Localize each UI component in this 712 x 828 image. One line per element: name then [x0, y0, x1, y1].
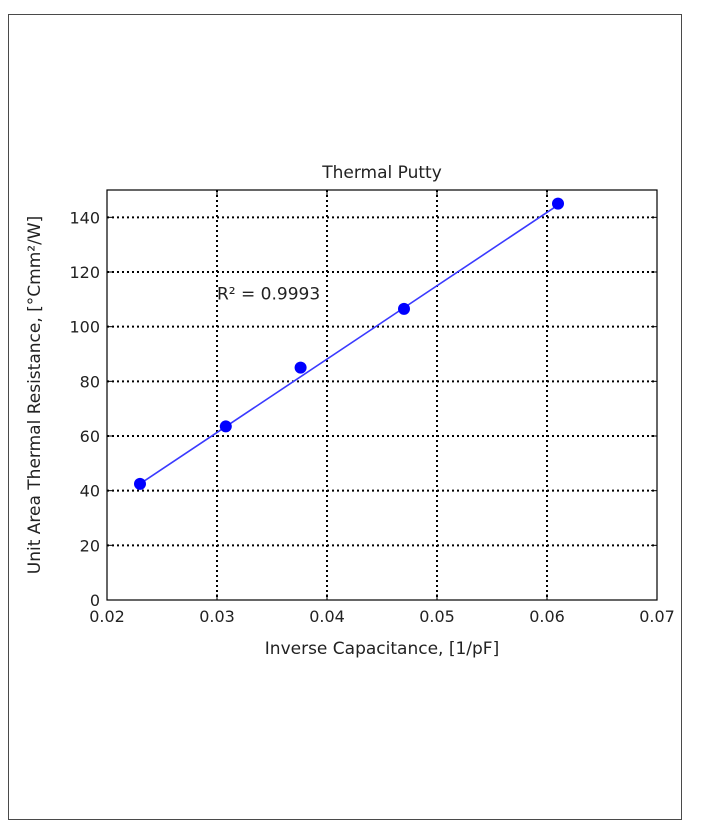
x-tick-label: 0.05 [419, 607, 455, 626]
y-tick-label: 120 [69, 263, 100, 282]
chart-title: Thermal Putty [321, 163, 442, 183]
x-tick-label: 0.07 [639, 607, 675, 626]
figure-frame [8, 14, 682, 820]
x-tick-label: 0.04 [309, 607, 345, 626]
data-point [552, 197, 564, 210]
annotations: R² = 0.9993 [217, 284, 320, 304]
fit-line [139, 204, 559, 485]
data-point [294, 361, 307, 374]
x-tick-label: 0.06 [529, 607, 565, 626]
y-tick-label: 80 [80, 372, 100, 391]
plot-border [106, 189, 658, 601]
y-tick-label: 0 [90, 591, 100, 610]
y-tick-label: 60 [80, 427, 100, 446]
y-tick-label: 100 [69, 318, 100, 337]
x-axis-title: Inverse Capacitance, [1/pF] [265, 639, 499, 659]
y-tick-label: 140 [69, 208, 100, 227]
x-tick-label: 0.02 [89, 607, 125, 626]
axes: 0.02 0.03 0.04 0.05 0.06 0.07 0 20 40 60 80 100 120 1… [69, 189, 675, 626]
grid [107, 190, 657, 600]
x-tick-label: 0.03 [199, 607, 235, 626]
data-point [134, 477, 146, 490]
y-tick-label: 40 [80, 482, 100, 501]
data-point [219, 420, 232, 433]
plot-series [134, 197, 564, 490]
data-point [398, 302, 410, 315]
y-tick-label: 20 [80, 536, 100, 555]
y-axis-title: Unit Area Thermal Resistance, [°Cmm²/W] [25, 216, 45, 574]
r-squared-annotation: R² = 0.9993 [217, 284, 320, 304]
